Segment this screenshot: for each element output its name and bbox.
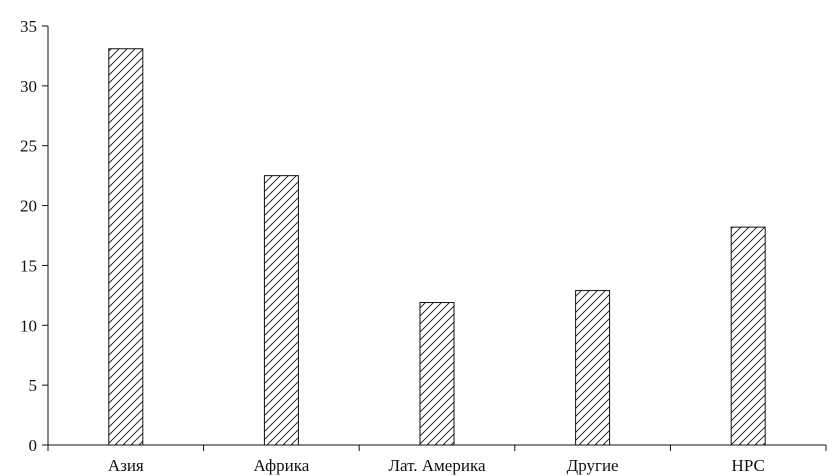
bar	[730, 226, 766, 446]
bar	[108, 48, 144, 446]
x-category-label: Другие	[567, 456, 619, 475]
y-tick-label: 25	[20, 137, 37, 156]
y-tick-label: 15	[20, 256, 37, 275]
x-category-label: Африка	[254, 456, 310, 475]
y-tick-label: 5	[29, 376, 38, 395]
bar	[575, 290, 611, 446]
y-tick-label: 10	[20, 316, 37, 335]
x-axis: Азия Африка Лат. Америка Другие НРС	[47, 444, 827, 475]
y-axis: 0 5 10 15 20 25 30 35	[20, 17, 49, 455]
y-tick-label: 20	[20, 197, 37, 216]
y-tick-label: 0	[29, 436, 38, 455]
x-category-label: НРС	[732, 456, 765, 475]
y-tick-label: 35	[20, 17, 37, 36]
bar	[263, 175, 299, 446]
y-tick-label: 30	[20, 77, 37, 96]
x-category-label: Лат. Америка	[388, 456, 485, 475]
bars-group	[108, 48, 766, 446]
bar	[419, 302, 455, 446]
x-category-label: Азия	[108, 456, 144, 475]
